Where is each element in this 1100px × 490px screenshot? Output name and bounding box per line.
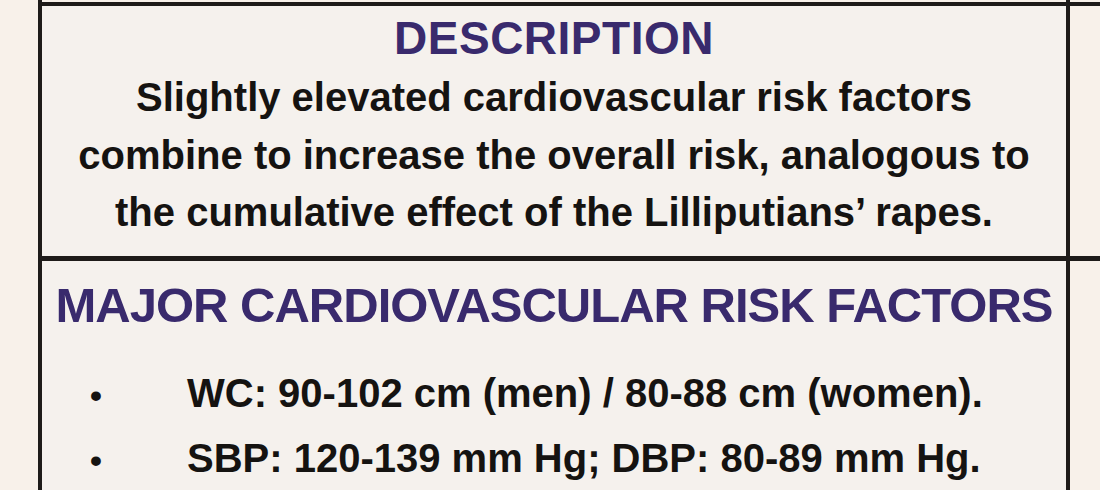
description-line: combine to increase the overall risk, an… <box>42 127 1066 185</box>
right-border-line <box>1066 0 1070 490</box>
bullet-icon: • <box>90 438 187 482</box>
description-line: the cumulative effect of the Lilliputian… <box>42 184 1066 242</box>
bullet-icon: • <box>90 373 187 417</box>
list-item: • WC: 90-102 cm (men) / 80-88 cm (women)… <box>90 371 1050 417</box>
bullet-text-wc: WC: 90-102 cm (men) / 80-88 cm (women). <box>187 371 983 415</box>
list-item: • SBP: 120-139 mm Hg; DBP: 80-89 mm Hg. <box>90 436 1050 482</box>
slide-canvas: DESCRIPTION Slightly elevated cardiovasc… <box>0 0 1100 490</box>
risk-factors-title: MAJOR CARDIOVASCULAR RISK FACTORS <box>42 281 1066 330</box>
top-border-line <box>38 2 1100 6</box>
description-line: Slightly elevated cardiovascular risk fa… <box>42 69 1066 127</box>
description-title: DESCRIPTION <box>42 14 1066 62</box>
section-divider-line <box>38 256 1100 261</box>
bullet-text-bp: SBP: 120-139 mm Hg; DBP: 80-89 mm Hg. <box>187 436 981 480</box>
description-body: Slightly elevated cardiovascular risk fa… <box>42 69 1066 242</box>
